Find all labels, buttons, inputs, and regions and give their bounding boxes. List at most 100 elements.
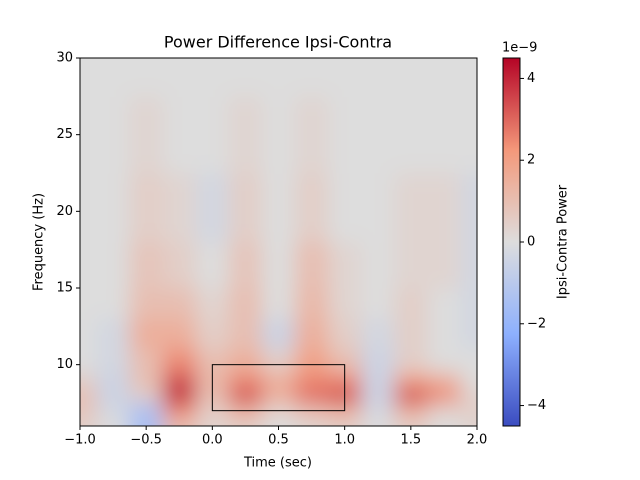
heatmap-cell [427, 96, 461, 174]
heatmap-cell [295, 242, 329, 289]
colorbar [502, 57, 521, 427]
heatmap-cell [460, 318, 477, 350]
heatmap-cell [261, 349, 296, 373]
x-tick-label: 2.0 [467, 433, 488, 448]
y-tick-label: 20 [56, 204, 73, 219]
heatmap-cell [328, 288, 362, 320]
y-axis-label: Frequency (Hz) [32, 193, 47, 291]
heatmap-cell [162, 96, 197, 174]
heatmap-cell [96, 372, 131, 389]
heatmap-cell [427, 372, 461, 389]
heatmap-cell [129, 349, 164, 373]
heatmap-cell [129, 173, 164, 243]
heatmap-cell [261, 242, 296, 289]
heatmap-cell [228, 318, 263, 350]
heatmap-cell [361, 96, 395, 174]
colorbar-label: Ipsi-Contra Power [556, 184, 571, 299]
heatmap-cell [96, 403, 131, 419]
heatmap-cell [295, 418, 329, 426]
heatmap-cell [162, 242, 197, 289]
heatmap-cell [162, 58, 197, 97]
heatmap-cell [96, 96, 131, 174]
heatmap-cell [427, 288, 461, 320]
x-tick-label: 1.0 [334, 433, 355, 448]
heatmap-cell [394, 242, 428, 289]
heatmap-cell [427, 403, 461, 419]
heatmap-cell [427, 349, 461, 373]
heatmap-cell [394, 58, 428, 97]
heatmap-cell [80, 403, 98, 419]
heatmap-cell [394, 372, 428, 389]
x-tick-label: 1.5 [400, 433, 421, 448]
heatmap-cell [295, 372, 329, 389]
heatmap-cell [162, 372, 197, 389]
heatmap-cell [129, 318, 164, 350]
heatmap-cell [328, 173, 362, 243]
x-tick-label: 0.5 [268, 433, 289, 448]
heatmap-cell [460, 58, 477, 97]
heatmap-cell [195, 58, 230, 97]
heatmap-cell [228, 288, 263, 320]
heatmap-cell [129, 372, 164, 389]
heatmap-cell [261, 387, 296, 404]
heatmap-cell [80, 58, 98, 97]
heatmap-cell [80, 387, 98, 404]
heatmap-cell [195, 96, 230, 174]
heatmap-cell [96, 242, 131, 289]
heatmap-cell [328, 96, 362, 174]
colorbar-tick-label: −2 [527, 316, 546, 331]
heatmap-cell [96, 349, 131, 373]
heatmap-cell [361, 418, 395, 426]
x-tick-label: −1.0 [64, 433, 96, 448]
heatmap-cell [162, 387, 197, 404]
heatmap-cell [195, 242, 230, 289]
heatmap-cell [96, 318, 131, 350]
heatmap-cell [80, 349, 98, 373]
heatmap-cell [228, 418, 263, 426]
heatmap-cell [261, 58, 296, 97]
y-tick-label: 10 [56, 357, 73, 372]
heatmap-cell [162, 418, 197, 426]
heatmap-cell [394, 173, 428, 243]
heatmap-cell [228, 349, 263, 373]
heatmap-cell [129, 96, 164, 174]
heatmap-cell [427, 173, 461, 243]
y-tick-label: 25 [56, 127, 73, 142]
heatmap-cell [361, 387, 395, 404]
colorbar-offset: 1e−9 [502, 41, 537, 56]
heatmap-cell [195, 349, 230, 373]
heatmap-cell [80, 173, 98, 243]
heatmap-cell [361, 403, 395, 419]
heatmap-cell [460, 242, 477, 289]
heatmap-cell [195, 173, 230, 243]
heatmap-cell [460, 349, 477, 373]
heatmap-cell [394, 403, 428, 419]
heatmap-cell [228, 96, 263, 174]
heatmap-cell [295, 349, 329, 373]
heatmap [80, 58, 477, 426]
heatmap-cell [261, 318, 296, 350]
heatmap-cell [295, 173, 329, 243]
heatmap-cell [129, 418, 164, 426]
heatmap-cell [228, 387, 263, 404]
heatmap-cell [228, 372, 263, 389]
heatmap-cell [129, 288, 164, 320]
heatmap-cell [460, 96, 477, 174]
heatmap-cell [261, 173, 296, 243]
colorbar-tick-label: 2 [527, 153, 535, 168]
x-axis-label: Time (sec) [243, 456, 312, 471]
heatmap-cell [394, 387, 428, 404]
heatmap-cell [295, 387, 329, 404]
heatmap-cell [427, 387, 461, 404]
heatmap-cell [96, 173, 131, 243]
heatmap-cell [427, 242, 461, 289]
heatmap-cell [162, 318, 197, 350]
heatmap-cell [394, 96, 428, 174]
y-tick-label: 15 [56, 281, 73, 296]
x-tick-label: −0.5 [130, 433, 162, 448]
heatmap-cell [295, 96, 329, 174]
heatmap-cell [80, 242, 98, 289]
x-tick-label: 0.0 [202, 433, 223, 448]
heatmap-cell [427, 58, 461, 97]
heatmap-cell [394, 318, 428, 350]
